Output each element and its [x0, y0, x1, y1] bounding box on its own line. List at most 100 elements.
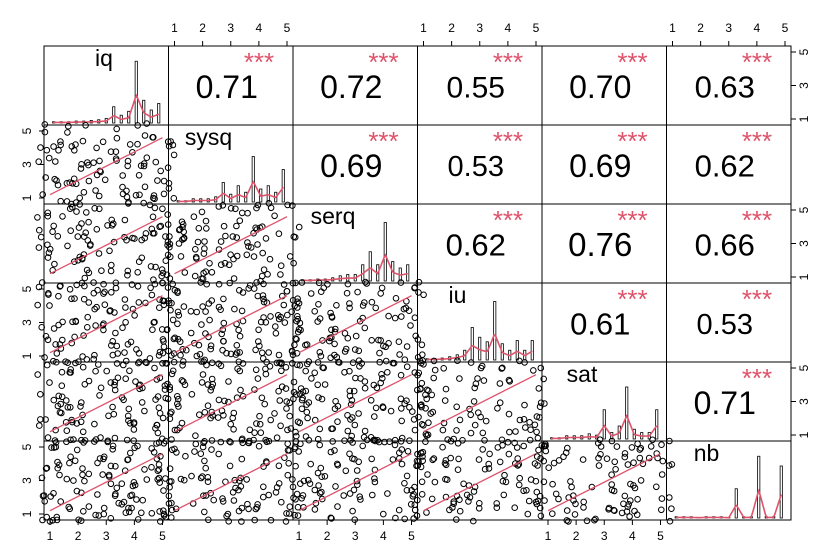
- scatter-point: [418, 379, 426, 387]
- scatter-point: [217, 306, 224, 314]
- scatter-point: [479, 429, 487, 437]
- scatter-point: [151, 280, 159, 288]
- scatter-point: [453, 427, 460, 434]
- significance-stars: ***: [493, 47, 523, 77]
- scatter-points: [34, 279, 178, 367]
- scatter-point: [141, 466, 148, 473]
- scatter-point: [534, 462, 541, 469]
- scatter-point: [100, 510, 108, 518]
- scatter-point: [155, 474, 163, 482]
- scatter-point: [428, 495, 436, 503]
- scatter-point: [95, 361, 102, 368]
- correlation-value: 0.62: [695, 149, 755, 184]
- scatter-point: [159, 414, 167, 422]
- scatter-point: [51, 260, 58, 268]
- scatter-point: [398, 313, 405, 320]
- scatter-point: [204, 478, 212, 486]
- scatter-point: [93, 226, 101, 233]
- y-tick-label-left: 3: [20, 319, 34, 326]
- scatter-point: [480, 377, 488, 384]
- scatter-point: [275, 387, 282, 395]
- scatter-point: [350, 387, 358, 395]
- density-line-nb: [676, 488, 783, 519]
- scatter-point: [620, 500, 627, 508]
- scatter-point: [181, 381, 189, 389]
- scatter-point: [361, 427, 369, 435]
- scatter-point: [259, 292, 267, 299]
- scatter-point: [260, 295, 267, 303]
- scatter-point: [178, 377, 186, 384]
- scatter-point: [331, 351, 338, 359]
- regression-line: [298, 374, 412, 433]
- scatter-point: [380, 510, 387, 518]
- panel-sysq-iq: [35, 120, 178, 206]
- scatter-points: [162, 358, 300, 446]
- scatter-point: [328, 314, 336, 321]
- scatter-point: [317, 464, 325, 472]
- scatter-point: [131, 312, 138, 319]
- scatter-point: [119, 172, 126, 179]
- scatter-point: [233, 222, 240, 230]
- scatter-point: [293, 336, 300, 343]
- scatter-point: [318, 473, 326, 481]
- scatter-point: [96, 205, 103, 213]
- scatter-point: [595, 454, 602, 462]
- scatter-point: [415, 369, 423, 377]
- scatter-point: [621, 492, 629, 500]
- scatter-point: [247, 244, 255, 251]
- scatter-point: [275, 480, 283, 487]
- scatter-point: [282, 364, 290, 371]
- scatter-point: [221, 397, 228, 405]
- scatter-point: [103, 367, 110, 375]
- scatter-point: [109, 338, 116, 345]
- scatter-point: [611, 507, 618, 515]
- correlation-value: 0.72: [320, 69, 382, 105]
- scatter-point: [512, 428, 519, 435]
- scatter-point: [222, 232, 229, 240]
- scatter-point: [121, 216, 129, 224]
- scatter-point: [442, 475, 449, 483]
- panel-iu-serq: [288, 278, 427, 367]
- scatter-point: [549, 480, 556, 488]
- scatter-point: [391, 436, 399, 444]
- scatter-point: [199, 443, 207, 451]
- scatter-point: [253, 420, 260, 427]
- scatter-point: [256, 342, 263, 350]
- scatter-point: [133, 346, 140, 353]
- scatter-point: [160, 440, 168, 447]
- scatter-point: [207, 342, 215, 350]
- scatter-point: [466, 405, 473, 413]
- panel-serq-nb: 0.66***: [666, 203, 792, 284]
- panel-iu-nb: 0.53***: [666, 282, 792, 363]
- scatter-point: [42, 465, 50, 472]
- scatter-point: [80, 508, 87, 515]
- scatter-point: [485, 465, 493, 472]
- scatter-point: [130, 419, 138, 426]
- scatter-point: [403, 487, 411, 494]
- scatter-point: [175, 240, 183, 247]
- scatter-point: [411, 501, 419, 509]
- scatter-point: [41, 121, 49, 128]
- scatter-point: [291, 511, 298, 519]
- scatter-point: [583, 517, 591, 525]
- scatter-point: [142, 230, 150, 237]
- density-line-iu: [427, 333, 533, 361]
- scatter-point: [77, 165, 85, 172]
- scatter-point: [119, 183, 126, 191]
- scatter-point: [81, 274, 89, 282]
- scatter-point: [348, 432, 356, 440]
- scatter-point: [267, 204, 275, 212]
- scatter-point: [321, 473, 329, 480]
- scatter-point: [320, 284, 328, 292]
- scatter-point: [159, 279, 166, 287]
- scatter-points: [35, 120, 178, 206]
- scatter-point: [97, 384, 105, 392]
- scatter-point: [100, 280, 107, 288]
- scatter-point: [84, 324, 91, 331]
- scatter-point: [84, 313, 91, 321]
- scatter-point: [275, 315, 283, 323]
- scatter-point: [271, 212, 278, 220]
- scatter-point: [73, 420, 81, 427]
- scatter-point: [603, 455, 611, 463]
- x-tick-label-bottom: 1: [47, 529, 54, 543]
